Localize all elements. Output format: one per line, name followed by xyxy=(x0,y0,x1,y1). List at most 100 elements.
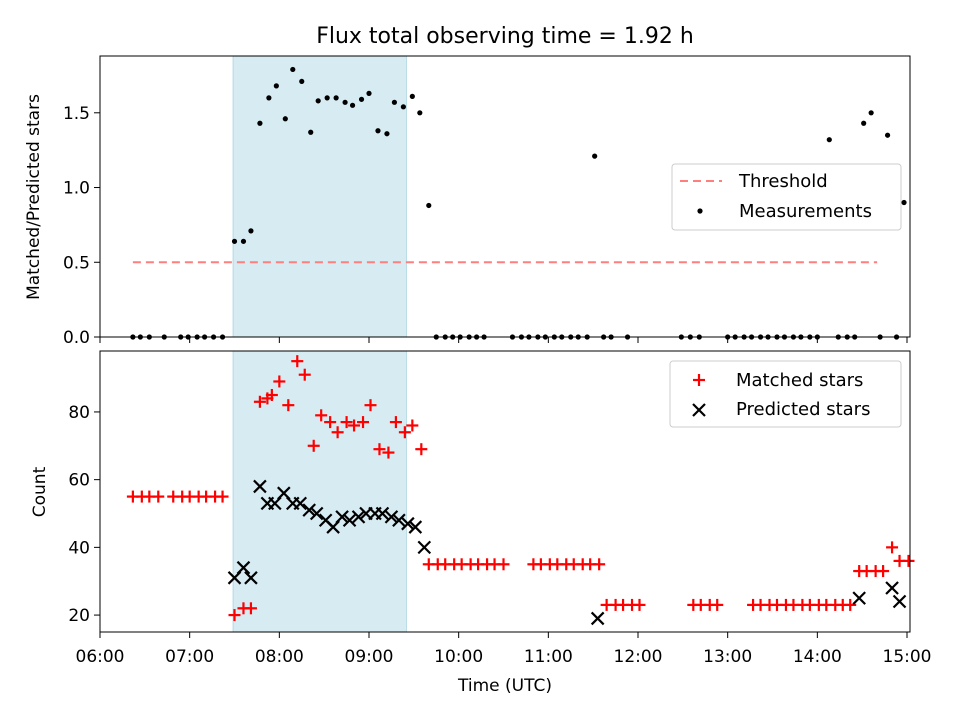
predicted-star-stroke xyxy=(253,479,267,494)
predicted-star-point xyxy=(293,496,308,511)
y-tick-label: 40 xyxy=(68,538,90,558)
predicted-star-stroke xyxy=(392,513,406,528)
predicted-star-point xyxy=(408,520,423,534)
measurement-point xyxy=(324,95,330,101)
predicted-star-stroke xyxy=(236,560,251,575)
measurement-point xyxy=(358,96,365,102)
matched-star-point xyxy=(228,609,241,622)
measurement-point xyxy=(901,199,907,206)
measurement-point xyxy=(417,110,423,116)
measurement-point xyxy=(868,110,874,116)
measurement-point xyxy=(349,102,356,108)
matched-star-point xyxy=(389,416,402,429)
measurement-point xyxy=(282,116,288,122)
matched-star-point xyxy=(265,389,278,402)
measurement-point xyxy=(315,98,321,104)
predicted-star-point xyxy=(335,510,349,524)
bottom-plot-frame xyxy=(99,350,911,633)
measurement-point xyxy=(299,78,305,85)
matched-star-point xyxy=(398,426,411,439)
legend-matched-label: Matched stars xyxy=(736,370,863,391)
matched-star-point xyxy=(382,446,395,459)
top-measurements xyxy=(130,66,907,340)
measurement-point xyxy=(266,95,272,101)
y-tick-label: 1.0 xyxy=(63,179,90,199)
measurement-point xyxy=(342,99,348,105)
matched-star-point xyxy=(273,375,286,388)
matched-star-point xyxy=(877,565,890,578)
y-tick-label: 0.5 xyxy=(63,253,90,273)
bottom-legend: Matched stars Predicted stars xyxy=(669,360,902,428)
measurement-point xyxy=(257,120,263,126)
predicted-star-stroke xyxy=(885,581,899,595)
bottom-legend-box xyxy=(669,360,902,428)
top-legend-box xyxy=(671,163,902,231)
x-tick-label: 11:00 xyxy=(524,647,573,667)
predicted-star-point xyxy=(392,513,406,528)
y-tick-label: 0.0 xyxy=(63,328,90,348)
x-tick-label: 06:00 xyxy=(76,647,125,667)
predicted-star-stroke xyxy=(335,510,349,524)
predicted-star-point xyxy=(590,611,605,626)
x-tick-label: 12:00 xyxy=(614,647,663,667)
predicted-star-point xyxy=(401,516,415,531)
bottom-predicted-stars xyxy=(227,479,907,626)
predicted-star-point xyxy=(375,506,390,521)
predicted-star-stroke xyxy=(244,571,258,585)
legend-predicted-swatch xyxy=(692,403,706,417)
predicted-star-stroke xyxy=(852,591,866,605)
predicted-star-stroke xyxy=(590,611,605,626)
matched-star-point xyxy=(593,558,606,571)
legend-measurements-label: Measurements xyxy=(739,201,872,222)
measurement-point xyxy=(426,202,432,209)
matched-star-point xyxy=(886,541,899,554)
predicted-star-point xyxy=(351,510,366,524)
top-plot-frame xyxy=(99,55,911,338)
predicted-star-point xyxy=(852,591,866,605)
matched-star-point xyxy=(406,419,419,432)
bottom-y-axis: 20 40 60 80 xyxy=(68,403,100,626)
top-highlight-span xyxy=(232,55,407,338)
matched-star-point xyxy=(331,426,344,439)
predicted-star-stroke xyxy=(342,513,357,528)
x-tick-label: 13:00 xyxy=(703,647,752,667)
matched-star-point xyxy=(315,409,328,422)
x-tick-label: 07:00 xyxy=(165,647,214,667)
matched-star-point xyxy=(282,399,295,412)
top-y-axis-label: Matched/Predicted stars xyxy=(24,94,44,300)
predicted-star-point xyxy=(302,503,317,517)
measurement-point xyxy=(308,129,314,135)
matched-star-point xyxy=(307,439,320,452)
matched-star-point xyxy=(291,355,304,368)
top-x-ticks xyxy=(99,337,908,343)
matched-star-point xyxy=(364,399,377,412)
x-tick-label: 15:00 xyxy=(883,647,932,667)
predicted-star-point xyxy=(309,506,324,521)
measurement-point xyxy=(384,131,390,137)
top-y-axis: 0.0 0.5 1.0 1.5 xyxy=(63,104,100,348)
top-panel: 0.0 0.5 1.0 1.5 Matched/Predicted stars Thr… xyxy=(24,55,911,348)
matched-star-point xyxy=(633,598,646,611)
matched-star-point xyxy=(298,368,311,381)
predicted-star-stroke xyxy=(408,520,423,534)
legend-measurements-swatch xyxy=(697,208,703,214)
measurement-point xyxy=(273,83,279,89)
matched-star-point xyxy=(902,554,915,567)
predicted-star-stroke xyxy=(892,594,907,609)
matched-star-point xyxy=(340,416,353,429)
measurement-point xyxy=(592,153,598,159)
matched-star-point xyxy=(324,416,337,429)
x-tick-label: 09:00 xyxy=(345,647,394,667)
predicted-star-point xyxy=(892,594,907,609)
predicted-star-stroke xyxy=(375,506,390,521)
y-tick-label: 20 xyxy=(68,606,90,626)
predicted-star-stroke xyxy=(318,513,333,528)
x-tick-label: 14:00 xyxy=(793,647,842,667)
predicted-star-stroke xyxy=(401,516,415,531)
matched-star-point xyxy=(711,598,724,611)
predicted-star-stroke xyxy=(302,503,317,517)
matched-star-point xyxy=(373,443,386,456)
predicted-star-stroke xyxy=(384,510,399,524)
matched-star-point xyxy=(844,598,857,611)
